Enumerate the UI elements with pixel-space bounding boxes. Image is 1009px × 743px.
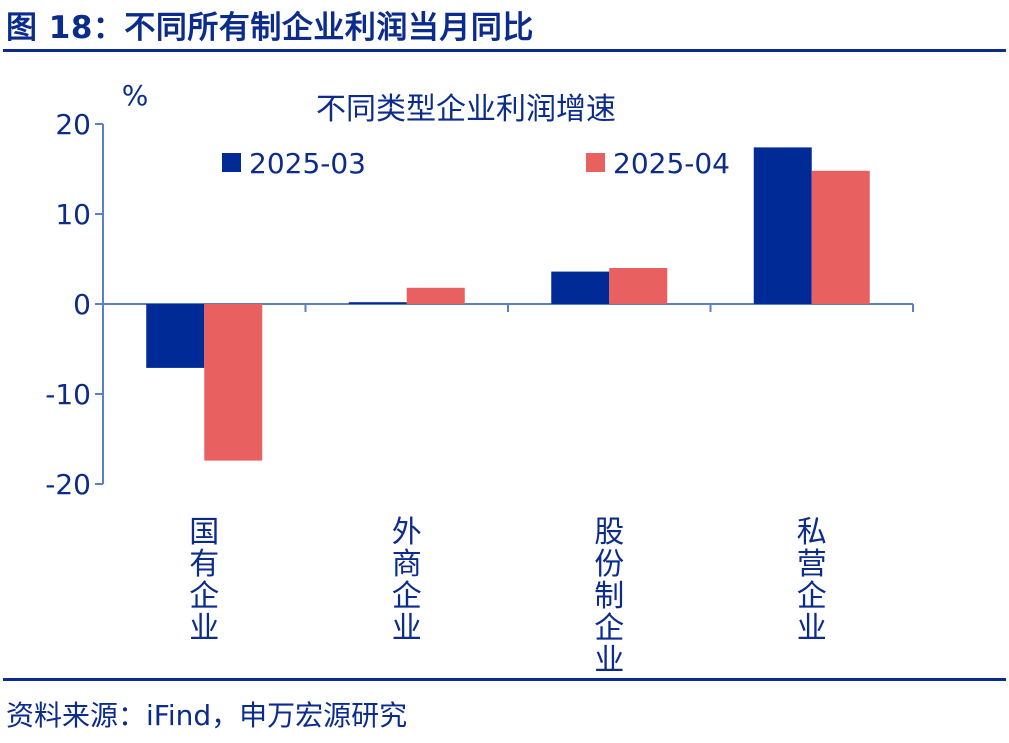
- y-tick-label: 0: [73, 288, 91, 321]
- bar-series2: [811, 170, 870, 304]
- bar-series2: [609, 268, 668, 304]
- legend-label: 2025-03: [249, 147, 366, 180]
- y-axis: 20 10 0 -10 -20: [45, 108, 104, 501]
- legend-swatch: [222, 153, 241, 172]
- category-label: 股份制企业: [594, 515, 624, 678]
- bar-series1: [348, 302, 407, 304]
- figure-title: 图 18：不同所有制企业利润当月同比: [6, 10, 534, 46]
- chart-title: 不同类型企业利润增速: [316, 92, 616, 127]
- bottom-rule: [3, 678, 1006, 681]
- source-note: 资料来源：iFind，申万宏源研究: [6, 699, 408, 732]
- legend: 2025-03 2025-04: [222, 147, 730, 180]
- y-tick-label: -20: [45, 468, 91, 501]
- category-label: 私营企业: [797, 515, 827, 646]
- legend-label: 2025-04: [613, 147, 730, 180]
- y-tick-label: -10: [45, 378, 91, 411]
- bar-series2: [204, 304, 263, 461]
- y-axis-unit: %: [122, 79, 149, 112]
- bars: [146, 147, 870, 461]
- category-label: 外商企业: [392, 515, 422, 646]
- bar-series1: [146, 304, 205, 368]
- bar-series1: [551, 271, 610, 304]
- legend-swatch: [586, 153, 605, 172]
- bar-series2: [406, 287, 465, 304]
- top-rule: [3, 49, 1006, 52]
- y-tick-label: 10: [55, 198, 91, 231]
- category-labels: 国有企业 外商企业 股份制企业 私营企业: [189, 515, 827, 678]
- y-tick-label: 20: [55, 108, 91, 141]
- bar-series1: [753, 147, 812, 304]
- category-label: 国有企业: [189, 515, 219, 646]
